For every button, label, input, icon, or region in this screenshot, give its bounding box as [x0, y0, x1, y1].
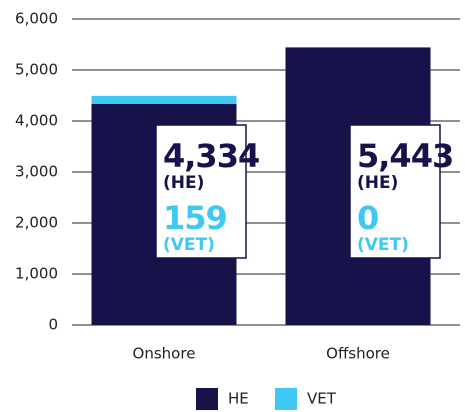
- value-label: 4,334: [163, 137, 259, 175]
- legend-label: VET: [307, 390, 337, 408]
- value-label-note: (HE): [163, 173, 204, 193]
- value-label-note: (VET): [163, 235, 215, 255]
- y-tick-label: 2,000: [15, 214, 58, 232]
- y-tick-label: 5,000: [15, 61, 58, 79]
- value-label: 5,443: [357, 137, 453, 175]
- label-box: [155, 124, 247, 259]
- y-tick-label: 1,000: [15, 265, 58, 283]
- y-tick-label: 3,000: [15, 163, 58, 181]
- y-tick-label: 0: [48, 316, 58, 334]
- label-box: [349, 124, 441, 259]
- legend-label: HE: [228, 390, 249, 408]
- value-label: 159: [163, 199, 227, 237]
- value-label-note: (VET): [357, 235, 409, 255]
- x-tick-label: Offshore: [326, 345, 390, 363]
- legend-swatch: [196, 388, 218, 410]
- y-tick-label: 6,000: [15, 10, 58, 28]
- bar-segment: [91, 95, 237, 104]
- y-tick-label: 4,000: [15, 112, 58, 130]
- value-label-note: (HE): [357, 173, 398, 193]
- value-label: 0: [357, 199, 378, 237]
- legend-swatch: [275, 388, 297, 410]
- x-tick-label: Onshore: [133, 345, 196, 363]
